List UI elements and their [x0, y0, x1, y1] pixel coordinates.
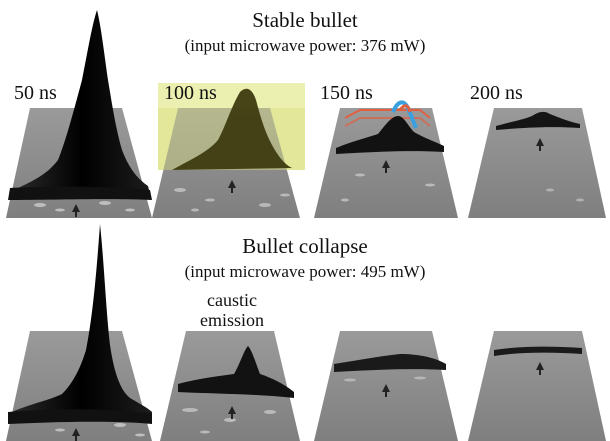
surface-peak	[14, 10, 150, 197]
ripples	[341, 173, 435, 202]
bottom-subtitle: (input microwave power: 495 mW)	[184, 262, 426, 281]
time-label-150: 150 ns	[320, 82, 373, 104]
surface-peak	[336, 116, 444, 154]
ripples	[174, 188, 290, 212]
arrow-up-icon	[228, 406, 236, 419]
ripples	[344, 376, 426, 382]
surface-base	[8, 186, 152, 200]
ripples	[546, 188, 584, 202]
panel-bottom-1	[6, 224, 152, 441]
arrow-up-icon	[382, 160, 390, 173]
surface-base	[8, 409, 152, 424]
arrow-up-icon	[536, 138, 544, 151]
plane	[468, 108, 606, 218]
time-label-50: 50 ns	[14, 82, 57, 104]
panel-top-200ns	[468, 108, 606, 218]
panel-top-100ns	[152, 83, 305, 218]
surface-peak	[178, 346, 294, 398]
panel-bottom-4	[468, 331, 606, 441]
surface-peak	[496, 111, 580, 130]
panel-bottom-2	[160, 331, 300, 441]
surface-peak	[334, 354, 446, 372]
arrow-up-icon	[72, 428, 80, 441]
time-label-100: 100 ns	[164, 82, 217, 104]
panel-top-150ns	[314, 100, 458, 218]
arrow-up-icon	[382, 384, 390, 397]
ripples	[182, 408, 276, 434]
surface-peak	[10, 224, 152, 422]
plane	[468, 331, 606, 441]
panel-top-50ns	[6, 10, 152, 218]
caustic-label: caustic	[207, 290, 257, 310]
bottom-title: Bullet collapse	[242, 234, 368, 258]
time-label-200: 200 ns	[470, 82, 523, 104]
top-title: Stable bullet	[252, 8, 358, 32]
arrow-up-icon	[536, 362, 544, 375]
emission-label: emission	[199, 310, 264, 330]
reflection-overlay	[344, 100, 431, 129]
surface-peak	[494, 346, 582, 356]
panel-bottom-3	[314, 331, 458, 441]
arrow-up-icon	[72, 204, 80, 217]
top-subtitle: (input microwave power: 376 mW)	[184, 36, 426, 55]
arrow-up-icon	[228, 180, 236, 193]
surface-peak	[172, 88, 292, 170]
